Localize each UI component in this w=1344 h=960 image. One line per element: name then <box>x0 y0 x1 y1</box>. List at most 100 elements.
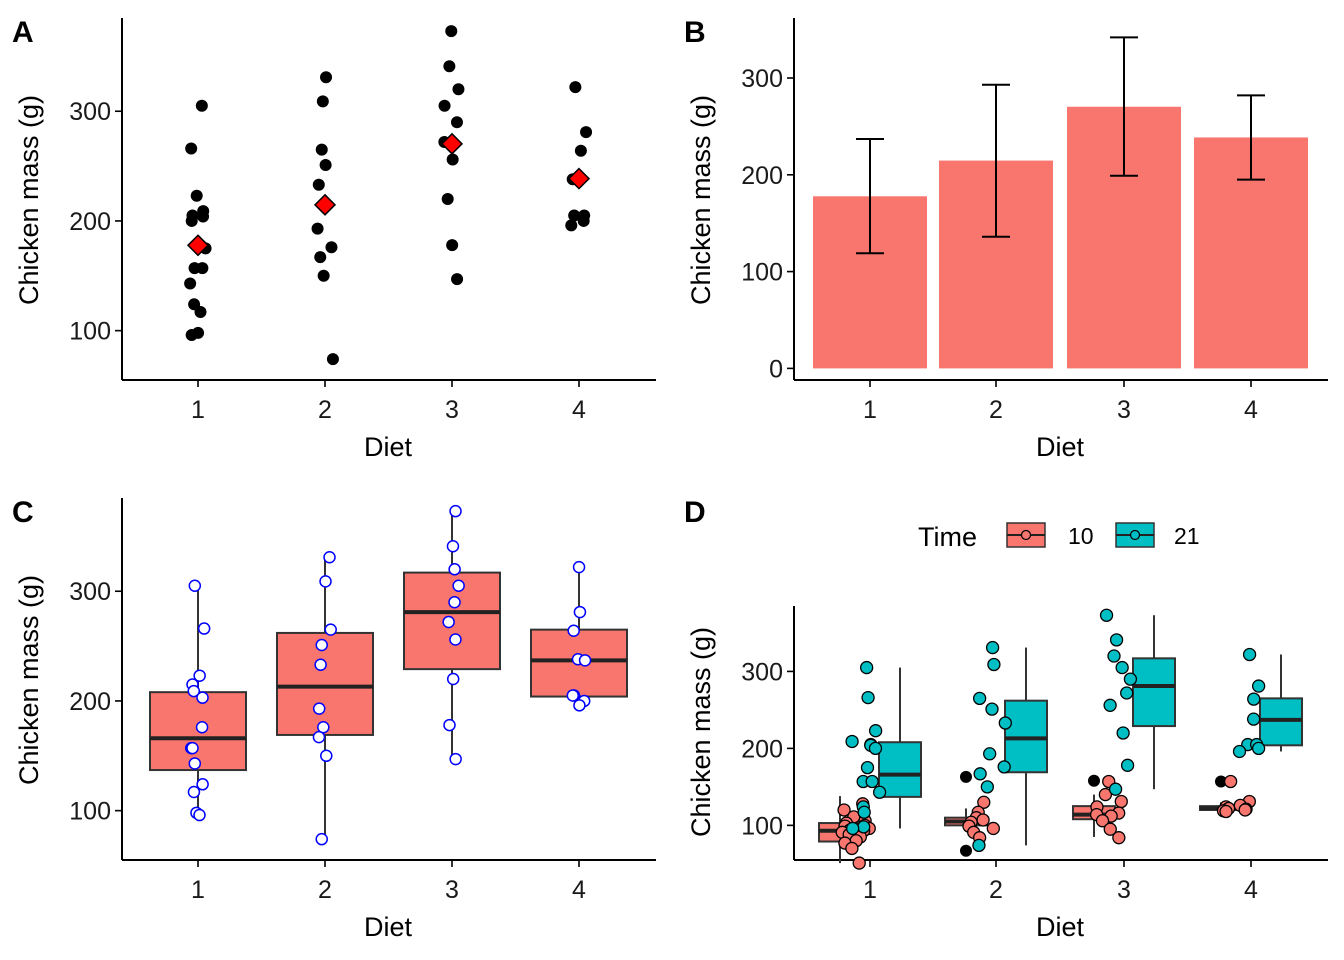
panel-c-point <box>314 658 327 671</box>
panel-d-point-10 <box>976 813 990 827</box>
panel-c-point <box>448 563 461 576</box>
panel-c-xtick-label: 4 <box>572 876 586 904</box>
panel-a-point <box>452 83 465 96</box>
panel-d-ytick-label: 300 <box>741 658 783 686</box>
panel-d-point-21 <box>1115 660 1129 675</box>
panel-a-point <box>443 60 456 73</box>
panel-d-tag: D <box>684 496 706 529</box>
panel-c-point <box>188 757 202 770</box>
panel-c-point <box>320 749 333 763</box>
panel-a-point <box>190 189 203 202</box>
panel-d-point-21 <box>985 640 1000 655</box>
panel-c-point <box>197 622 211 635</box>
panel-d-point-10 <box>1223 774 1238 789</box>
panel-c-point <box>567 624 580 637</box>
panel-b-ytick-label: 300 <box>741 65 783 93</box>
panel-c: C Chicken mass (g) Diet 100 200 300 1 2 3 4 <box>12 496 656 942</box>
panel-a-point <box>565 219 578 232</box>
panel-c-ylabel: Chicken mass (g) <box>14 575 44 785</box>
legend-key-10-point <box>1020 529 1032 541</box>
panel-a-mean-marker <box>186 234 210 257</box>
panel-d-point-21 <box>1120 758 1135 772</box>
panel-b-xtick-label: 2 <box>989 396 1003 424</box>
panel-d-boxplot-21-box <box>1132 657 1176 728</box>
panel-c-point <box>449 752 462 766</box>
panel-d-point-21 <box>860 760 875 775</box>
panel-d-point-10 <box>837 803 851 817</box>
panel-a-point <box>311 222 324 235</box>
panel-c-point <box>187 785 201 799</box>
panel-c-xtick-label: 1 <box>191 876 205 904</box>
panel-d-point-21 <box>1246 712 1261 726</box>
panel-a-point <box>450 116 463 129</box>
panel-a-plot: 100 200 300 1 2 3 4 <box>69 18 656 424</box>
panel-c-ytick-label: 100 <box>69 798 111 826</box>
legend-key-21-point <box>1129 529 1141 541</box>
panel-a-point <box>441 193 454 205</box>
panel-c-point <box>319 575 332 588</box>
panel-a-point <box>568 209 581 222</box>
panel-d-point-10 <box>1095 814 1110 828</box>
panel-b-plot: 0 100 200 300 1 2 3 4 <box>741 18 1328 424</box>
panel-d-point-21 <box>857 820 871 834</box>
panel-d-point-10 <box>986 821 1000 836</box>
panel-a-point <box>185 329 198 342</box>
panel-d-xtick-label: 1 <box>863 876 877 904</box>
panel-d-point-10 <box>1098 787 1113 802</box>
panel-a-point <box>569 81 582 94</box>
panel-c-point <box>196 778 209 791</box>
panel-a-point <box>195 99 208 112</box>
panel-d-point-21 <box>857 805 871 819</box>
panel-b-ytick-label: 200 <box>741 162 783 190</box>
panel-d-point-10 <box>1103 822 1117 836</box>
panel-a-ytick-label: 100 <box>69 318 111 346</box>
panel-d-point-21 <box>1247 692 1261 706</box>
panel-d-point-10 <box>852 856 866 870</box>
panel-d-point-10 <box>1112 831 1126 845</box>
panel-a-point <box>314 251 327 264</box>
legend-label-10: 10 <box>1068 523 1094 549</box>
panel-c-point <box>572 560 586 574</box>
panel-d-outlier-10 <box>1088 774 1100 787</box>
panel-d-outlier-10 <box>960 770 972 783</box>
panel-d-boxplot-21-box <box>878 741 922 798</box>
panel-d-point-21 <box>980 780 994 794</box>
panel-c-point <box>186 741 199 755</box>
panel-c-ytick-label: 300 <box>69 578 111 606</box>
panel-d-point-21 <box>1109 633 1124 647</box>
panel-a-point <box>196 262 209 275</box>
panel-b-xtick-label: 1 <box>863 396 877 424</box>
legend-label-21: 21 <box>1174 523 1200 549</box>
panel-d-ytick-label: 200 <box>741 735 783 763</box>
panel-d-xtick-label: 3 <box>1117 876 1131 904</box>
panel-c-point <box>573 699 586 712</box>
panel-d-point-10 <box>977 795 991 809</box>
panel-d-point-21 <box>998 716 1012 730</box>
panel-a-point <box>312 178 325 191</box>
panel-a-mean-marker <box>313 193 337 216</box>
panel-a-point <box>574 144 587 157</box>
panel-d-xtick-label: 2 <box>989 876 1003 904</box>
panel-a-point <box>315 143 328 156</box>
panel-b-xlabel: Diet <box>1036 432 1085 462</box>
panel-a: A Chicken mass (g) Diet 100 200 300 1 2 3 4 <box>12 16 656 462</box>
panel-a-ylabel: Chicken mass (g) <box>14 95 44 305</box>
panel-d-point-21 <box>1103 698 1117 712</box>
panel-a-mean-marker <box>440 132 464 155</box>
panel-d-xlabel: Diet <box>1036 912 1085 942</box>
panel-d-point-21 <box>1120 686 1134 700</box>
panel-d-point-21 <box>1251 741 1266 756</box>
panel-d-point-21 <box>1123 672 1138 686</box>
panel-d-point-21 <box>983 747 997 761</box>
panel-a-ytick-label: 300 <box>69 98 111 126</box>
panel-a-point <box>451 273 464 286</box>
panel-a-point <box>319 158 332 171</box>
panel-c-point <box>449 633 462 646</box>
panel-d-outlier-10 <box>960 844 972 857</box>
panel-d-point-21 <box>845 734 859 749</box>
panel-d-point-21 <box>1099 608 1114 622</box>
panel-d-point-10 <box>1219 804 1233 819</box>
panel-b-xtick-label: 4 <box>1244 396 1258 424</box>
panel-d-point-10 <box>845 841 859 856</box>
panel-c-point <box>193 808 206 822</box>
